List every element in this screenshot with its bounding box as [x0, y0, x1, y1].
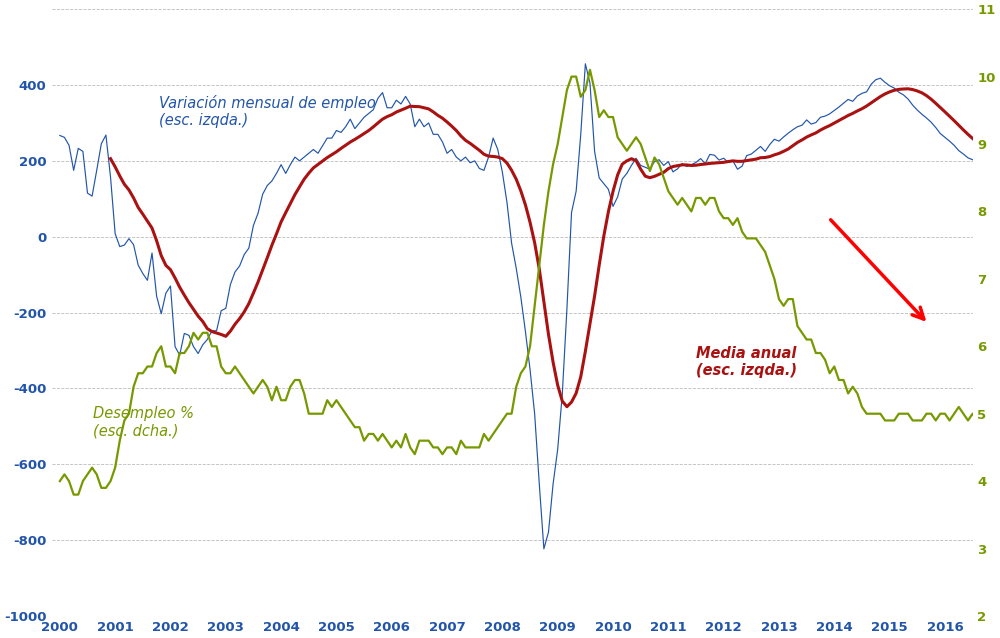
Text: Desempleo %
(esc. dcha.): Desempleo % (esc. dcha.) — [93, 406, 194, 439]
Text: Media anual
(esc. izqda.): Media anual (esc. izqda.) — [696, 346, 797, 378]
Text: Variación mensual de empleo
(esc. izqda.): Variación mensual de empleo (esc. izqda.… — [159, 95, 376, 128]
